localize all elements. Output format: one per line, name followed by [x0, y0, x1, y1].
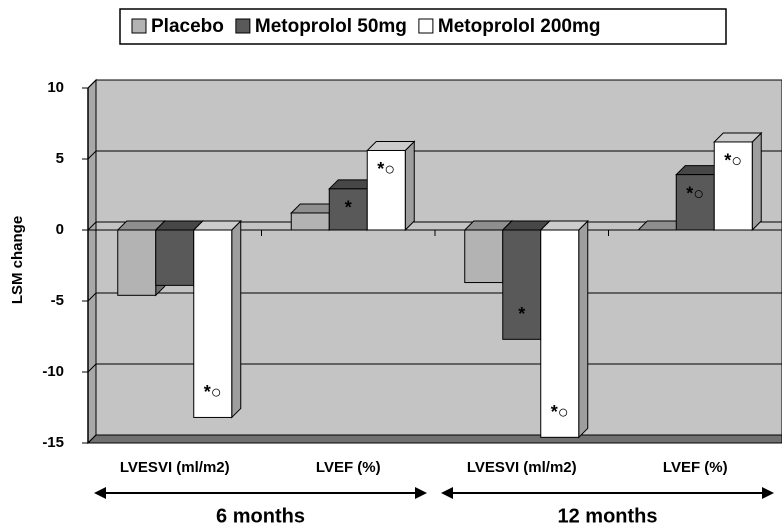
arrow-head: [415, 487, 427, 499]
y-tick-label: 10: [47, 79, 64, 96]
bar-side: [751, 131, 762, 232]
bar-top: [192, 220, 242, 231]
group-label: 6 months: [216, 505, 305, 527]
grid-line: [87, 363, 97, 373]
bar-annotation: *○: [204, 382, 222, 402]
bar: [464, 229, 504, 284]
grid-line: [87, 221, 97, 231]
floor: [86, 434, 782, 444]
bar-top: [713, 132, 763, 143]
bar-side: [578, 219, 589, 439]
bar: [117, 229, 157, 296]
bar-annotation: *○: [686, 183, 704, 203]
bar-annotation: *: [345, 198, 352, 218]
bar: [713, 141, 753, 231]
bar: [366, 149, 406, 231]
bar: [502, 229, 542, 340]
bar: [290, 212, 330, 231]
bar-annotation: *: [518, 304, 525, 324]
bar: [193, 229, 233, 418]
bar-annotation: *○: [377, 159, 395, 179]
bar-side: [231, 219, 242, 419]
y-tick-label: 5: [56, 150, 64, 167]
y-tick-label: -10: [42, 363, 64, 380]
legend-swatch: [131, 18, 147, 34]
legend-label: Metoprolol 50mg: [255, 16, 407, 37]
bar-annotation: *○: [551, 402, 569, 422]
bar: [675, 174, 715, 231]
x-tick-label: LVESVI (ml/m2): [120, 459, 230, 476]
arrow-head: [94, 487, 106, 499]
x-tick-label: LVEF (%): [663, 459, 728, 476]
legend-swatch: [418, 18, 434, 34]
grid-line: [87, 79, 97, 89]
legend-swatch: [235, 18, 251, 34]
bar-top: [539, 220, 589, 231]
x-tick-label: LVEF (%): [316, 459, 381, 476]
group-label: 12 months: [557, 505, 657, 527]
arrow-head: [762, 487, 774, 499]
x-tick-label: LVESVI (ml/m2): [467, 459, 577, 476]
bar-side: [404, 140, 415, 232]
grid-line: [87, 292, 97, 302]
bar: [540, 229, 580, 438]
y-tick-label: -5: [51, 292, 64, 309]
y-tick-label: 0: [56, 221, 64, 238]
side-wall: [87, 78, 97, 445]
bar-annotation: *○: [724, 151, 742, 171]
legend-label: Metoprolol 200mg: [438, 16, 601, 37]
legend-label: Placebo: [151, 16, 224, 37]
y-tick-label: -15: [42, 434, 64, 451]
grid-line: [87, 434, 97, 444]
y-axis-label: LSM change: [9, 216, 26, 304]
grid-line: [87, 150, 97, 160]
bar-top: [366, 140, 416, 151]
bar: [155, 229, 195, 286]
arrow-head: [441, 487, 453, 499]
